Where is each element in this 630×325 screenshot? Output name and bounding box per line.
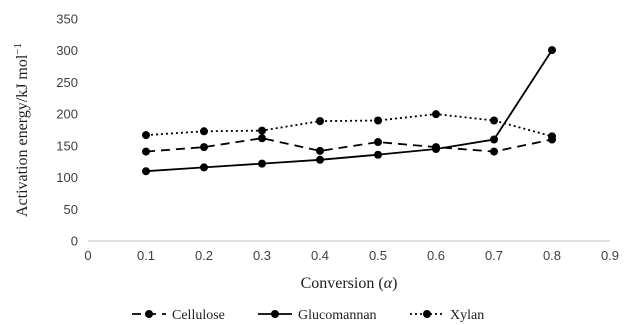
y-tick-label: 100: [56, 170, 78, 185]
data-point: [374, 116, 382, 125]
data-point: [142, 167, 150, 176]
data-point: [548, 46, 556, 55]
data-point: [432, 145, 440, 154]
x-tick-label: 0.3: [253, 248, 271, 263]
data-point: [258, 126, 266, 135]
series-xylan: [142, 110, 556, 141]
y-tick-label: 350: [56, 12, 78, 27]
x-tick-label: 0.8: [543, 248, 561, 263]
legend-entry-glucomannan: Glucomannan: [258, 308, 377, 323]
y-tick-label: 150: [56, 138, 78, 153]
legend-label: Xylan: [450, 308, 484, 323]
legend-marker: [423, 310, 431, 318]
data-point: [142, 131, 150, 140]
y-axis-ticks: 0 50 100 150 200 250 300 350: [56, 12, 78, 249]
x-axis-ticks: 0 0.1 0.2 0.3 0.4 0.5 0.6 0.7 0.8 0.9: [84, 248, 619, 263]
data-point: [200, 127, 208, 136]
data-point: [316, 146, 324, 155]
x-tick-label: 0: [84, 248, 91, 263]
x-tick-label: 0.7: [485, 248, 503, 263]
x-tick-label: 0.2: [195, 248, 213, 263]
x-tick-label: 0.5: [369, 248, 387, 263]
legend-entry-xylan: Xylan: [410, 308, 484, 323]
x-tick-label: 0.9: [601, 248, 619, 263]
legend-marker: [145, 310, 153, 318]
data-point: [490, 116, 498, 125]
legend-label: Glucomannan: [298, 308, 377, 323]
data-point: [200, 143, 208, 152]
y-tick-label: 200: [56, 107, 78, 122]
data-point: [548, 132, 556, 141]
x-tick-label: 0.6: [427, 248, 445, 263]
data-point: [374, 138, 382, 147]
x-axis-title: Conversion (α): [301, 275, 398, 292]
series-glucomannan: [142, 46, 556, 176]
y-axis-title: Activation energy/kJ mol−1: [12, 43, 31, 217]
series-line: [145, 49, 553, 173]
y-tick-label: 0: [71, 234, 78, 249]
x-tick-label: 0.4: [311, 248, 329, 263]
data-point: [142, 147, 150, 156]
data-point: [490, 147, 498, 156]
legend-entry-cellulose: Cellulose: [132, 308, 225, 323]
y-tick-label: 50: [64, 202, 78, 217]
data-point: [316, 117, 324, 126]
legend: Cellulose Glucomannan Xylan: [132, 308, 484, 323]
data-point: [258, 159, 266, 168]
y-tick-label: 300: [56, 43, 78, 58]
data-point: [490, 135, 498, 144]
data-point: [374, 150, 382, 159]
y-tick-label: 250: [56, 75, 78, 90]
series-line: [145, 137, 553, 153]
data-point: [432, 110, 440, 119]
series-layer: [142, 46, 556, 176]
x-tick-label: 0.1: [137, 248, 155, 263]
data-point: [200, 163, 208, 172]
legend-marker: [271, 310, 279, 318]
legend-label: Cellulose: [172, 308, 225, 323]
data-point: [258, 134, 266, 143]
data-point: [316, 155, 324, 164]
